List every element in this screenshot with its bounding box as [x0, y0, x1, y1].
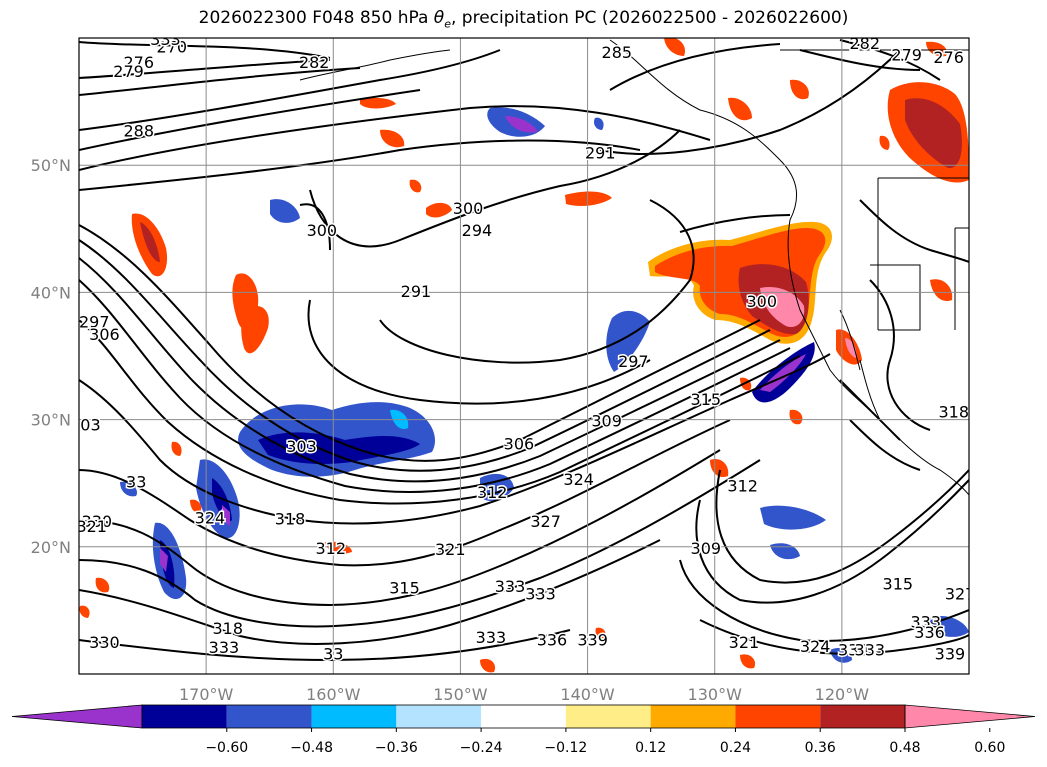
lon-tick-label: 120°W: [815, 685, 870, 704]
map-frame: [78, 37, 970, 675]
lon-tick-label: 150°W: [433, 685, 488, 704]
contour-label: 330: [838, 641, 869, 660]
contour-label: 309: [691, 539, 722, 558]
colorbar-outline: [141, 704, 906, 729]
colorbar-segment: [396, 705, 482, 728]
lon-tick-label: 130°W: [688, 685, 743, 704]
contour-label: 303: [286, 437, 317, 456]
contour-label: 315: [389, 578, 420, 597]
contour-label: 321: [435, 540, 466, 559]
contour-label: 318: [212, 619, 243, 638]
contour-label: 312: [727, 477, 758, 496]
colorbar-tick-label: 0.24: [720, 740, 751, 756]
contour-label: 327: [530, 512, 561, 531]
contour-label: 339: [935, 644, 966, 663]
contour-label: 324: [800, 637, 831, 656]
contour-label: 333: [495, 577, 526, 596]
colorbar: −0.60 −0.48 −0.36 −0.24 −0.12 0.12 0.24 0.36 0.4…: [11, 704, 1036, 756]
contour-label: 297: [618, 352, 649, 371]
lon-tick-label: 160°W: [306, 685, 361, 704]
colorbar-tick-label: 0.60: [974, 740, 1005, 756]
colorbar-segment: [565, 705, 651, 728]
colorbar-segment: [311, 705, 397, 728]
contour-label: 294: [462, 221, 493, 240]
contour-label: 306: [504, 435, 535, 454]
contour-label: 339: [577, 630, 608, 649]
colorbar-tick-label: −0.36: [375, 740, 418, 756]
contour-label: 330: [82, 512, 113, 531]
contour-label: 291: [401, 282, 432, 301]
coastlines: [299, 39, 969, 496]
theta-e-contours: [79, 39, 969, 662]
contour-label: 333: [209, 638, 240, 657]
contour-label: 333: [525, 585, 556, 604]
contour-label: 333: [910, 613, 941, 632]
colorbar-tick-label: −0.12: [544, 740, 587, 756]
contour-label: 321: [76, 517, 107, 536]
contour-label: 300: [453, 199, 484, 218]
contour-label: 300: [307, 221, 338, 240]
axis-tick-labels: 170°W 160°W 150°W 140°W 130°W 120°W 50°N 40°N 30…: [31, 156, 870, 704]
contour-label: 318: [938, 403, 969, 422]
colorbar-tick-label: 0.36: [805, 740, 836, 756]
contour-label: 324: [563, 470, 594, 489]
contour-label: 306: [89, 325, 120, 344]
contour-label: 333: [476, 628, 507, 647]
colorbar-extend-high: [904, 704, 1036, 729]
colorbar-tick-label: 0.48: [889, 740, 920, 756]
contour-label: 288: [123, 122, 154, 141]
contour-label: 33: [323, 644, 343, 663]
contour-label: 333: [855, 641, 886, 660]
contour-label: 336: [914, 623, 945, 642]
contour-label: 276: [123, 53, 154, 72]
contour-label: 312: [315, 539, 346, 558]
lat-tick-label: 20°N: [31, 538, 71, 557]
contour-label: 315: [883, 574, 914, 593]
colorbar-segment: [142, 705, 227, 728]
contour-label: 279: [891, 45, 922, 64]
lon-tick-label: 140°W: [560, 685, 615, 704]
contour-label: 33: [126, 473, 146, 492]
contour-label: 327: [945, 585, 976, 604]
contour-label: 312: [477, 483, 508, 502]
contour-label: 276: [933, 48, 964, 67]
contour-label: 270: [157, 38, 188, 57]
contour-label: 285: [602, 43, 633, 62]
lat-tick-label: 40°N: [31, 283, 71, 302]
colorbar-segment: [650, 705, 736, 728]
contour-label: 291: [585, 143, 616, 162]
colorbar-segment: [735, 705, 821, 728]
lat-tick-label: 30°N: [31, 411, 71, 430]
lat-tick-label: 50°N: [31, 156, 71, 175]
contour-label: 279: [113, 62, 144, 81]
colorbar-segment: [226, 705, 312, 728]
contour-label: 282: [299, 53, 330, 72]
colorbar-segment: [820, 705, 905, 728]
lon-tick-label: 170°W: [179, 685, 234, 704]
colorbar-tick-label: −0.60: [205, 740, 248, 756]
contour-label: 309: [591, 412, 622, 431]
colorbar-segment: [481, 705, 566, 728]
contour-label: 300: [746, 292, 777, 311]
contour-label: 318: [275, 510, 306, 529]
contour-label: 315: [691, 390, 722, 409]
colorbar-extend-low: [11, 704, 143, 729]
contour-label: 324: [195, 508, 226, 527]
map-gridlines: [79, 38, 969, 674]
contour-label: 330: [89, 633, 120, 652]
contour-label: 321: [729, 633, 760, 652]
contour-label: 282: [849, 34, 880, 53]
colorbar-tick-label: 0.12: [635, 740, 666, 756]
contour-label: 297: [79, 312, 110, 331]
contour-label: 336: [537, 630, 568, 649]
colorbar-tick-label: −0.48: [290, 740, 333, 756]
colorbar-tick-label: −0.24: [460, 740, 503, 756]
plot-title: 2026022300 F048 850 hPa θe, precipitatio…: [198, 8, 849, 31]
contour-label: 333: [150, 30, 181, 49]
contour-label: 303: [70, 415, 101, 434]
